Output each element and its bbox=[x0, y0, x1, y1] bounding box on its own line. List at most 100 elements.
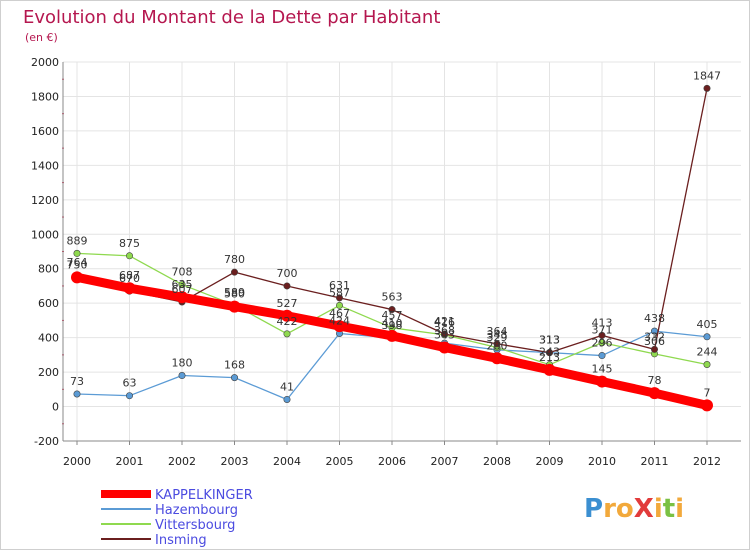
data-point bbox=[126, 392, 134, 400]
data-point bbox=[440, 330, 448, 338]
data-label: 1847 bbox=[693, 69, 721, 82]
data-label: 343 bbox=[487, 328, 508, 341]
logo-text: ProXiti bbox=[584, 494, 684, 524]
y-tick-label: 1200 bbox=[31, 194, 59, 207]
data-label: 296 bbox=[592, 337, 613, 350]
y-tick-label: 2000 bbox=[31, 56, 59, 69]
data-point bbox=[228, 300, 241, 313]
data-label: 410 bbox=[382, 317, 403, 330]
data-label: 213 bbox=[539, 351, 560, 364]
logo-letter: P bbox=[584, 494, 603, 524]
data-point bbox=[703, 84, 711, 92]
data-label: 467 bbox=[329, 307, 350, 320]
data-label: 580 bbox=[224, 288, 245, 301]
data-point bbox=[123, 282, 136, 295]
x-tick-label: 2006 bbox=[378, 455, 406, 468]
data-label: 364 bbox=[487, 325, 508, 338]
data-label: 780 bbox=[224, 253, 245, 266]
data-label: 78 bbox=[648, 374, 662, 387]
x-tick-label: 2000 bbox=[63, 455, 91, 468]
logo-letter: X bbox=[634, 494, 654, 524]
y-tick-label: 0 bbox=[52, 401, 59, 414]
x-tick-label: 2003 bbox=[221, 455, 249, 468]
data-label: 306 bbox=[644, 335, 665, 348]
legend-label-insming: Insming bbox=[155, 533, 207, 548]
data-label: 63 bbox=[123, 377, 137, 390]
data-label: 332 bbox=[644, 330, 665, 343]
logo-letter: i bbox=[675, 494, 684, 524]
data-label: 700 bbox=[277, 267, 298, 280]
data-label: 764 bbox=[67, 256, 88, 269]
data-label: 398 bbox=[382, 319, 403, 332]
data-point bbox=[701, 399, 713, 412]
y-tick-label: 200 bbox=[38, 366, 59, 379]
data-label: 7 bbox=[704, 386, 711, 399]
plot-background bbox=[63, 62, 741, 441]
data-label: 635 bbox=[172, 278, 193, 291]
x-tick-label: 2004 bbox=[273, 455, 301, 468]
data-point bbox=[335, 294, 343, 302]
data-label: 180 bbox=[172, 357, 193, 370]
data-point bbox=[73, 390, 81, 398]
data-label: 422 bbox=[277, 315, 298, 328]
x-tick-label: 2008 bbox=[483, 455, 511, 468]
data-label: 438 bbox=[644, 312, 665, 325]
x-tick-label: 2012 bbox=[693, 455, 721, 468]
data-label: 421 bbox=[434, 315, 455, 328]
legend: KAPPELKINGERHazembourgVittersbourgInsmin… bbox=[101, 488, 253, 548]
data-point bbox=[598, 339, 606, 347]
data-label: 244 bbox=[697, 346, 718, 359]
data-point bbox=[438, 341, 451, 354]
x-tick-label: 2007 bbox=[431, 455, 459, 468]
y-tick-label: 1800 bbox=[31, 90, 59, 103]
logo-letter: o bbox=[616, 494, 634, 524]
data-label: 368 bbox=[434, 324, 455, 337]
data-label: 168 bbox=[224, 359, 245, 372]
chart-subtitle: (en €) bbox=[25, 31, 58, 44]
legend-label-hazembourg: Hazembourg bbox=[155, 503, 238, 518]
legend-label-kappelkinger: KAPPELKINGER bbox=[155, 488, 253, 503]
logo-letter: r bbox=[603, 494, 616, 524]
data-label: 750 bbox=[67, 258, 88, 271]
data-label: 607 bbox=[172, 283, 193, 296]
data-label: 343 bbox=[434, 328, 455, 341]
data-point bbox=[386, 329, 398, 342]
data-label: 313 bbox=[539, 334, 560, 347]
data-point bbox=[545, 349, 553, 357]
data-label: 329 bbox=[487, 331, 508, 344]
x-tick-label: 2010 bbox=[588, 455, 616, 468]
data-label: 371 bbox=[592, 324, 613, 337]
y-tick-label: 1400 bbox=[31, 159, 59, 172]
data-labels-insming: 764 670 607 780 700 631 563 421 364 313 413 332 1847 bbox=[67, 69, 722, 346]
y-tick-label: 600 bbox=[38, 297, 59, 310]
data-point bbox=[178, 372, 186, 380]
data-point bbox=[335, 301, 343, 309]
data-label: 687 bbox=[119, 269, 140, 282]
data-label: 889 bbox=[67, 234, 88, 247]
data-label: 243 bbox=[539, 346, 560, 359]
logo-letter: t bbox=[663, 494, 675, 524]
x-tick-label: 2005 bbox=[326, 455, 354, 468]
data-point bbox=[333, 320, 346, 333]
data-point bbox=[178, 281, 186, 289]
data-point bbox=[703, 333, 711, 341]
data-label: 457 bbox=[382, 309, 403, 322]
data-label: 708 bbox=[172, 266, 193, 279]
data-labels-hazembourg: 73 63 180 168 41 424 398 368 329 313 296 438 405 bbox=[70, 312, 718, 393]
data-label: 527 bbox=[277, 297, 298, 310]
data-point bbox=[126, 252, 134, 260]
data-point bbox=[283, 395, 291, 403]
data-point bbox=[703, 361, 711, 369]
data-label: 416 bbox=[434, 316, 455, 329]
data-point bbox=[231, 374, 239, 382]
data-point bbox=[543, 363, 556, 376]
data-label: 145 bbox=[592, 363, 613, 376]
data-point bbox=[283, 282, 291, 290]
data-point bbox=[176, 291, 188, 304]
data-point bbox=[596, 375, 608, 388]
data-label: 670 bbox=[119, 272, 140, 285]
